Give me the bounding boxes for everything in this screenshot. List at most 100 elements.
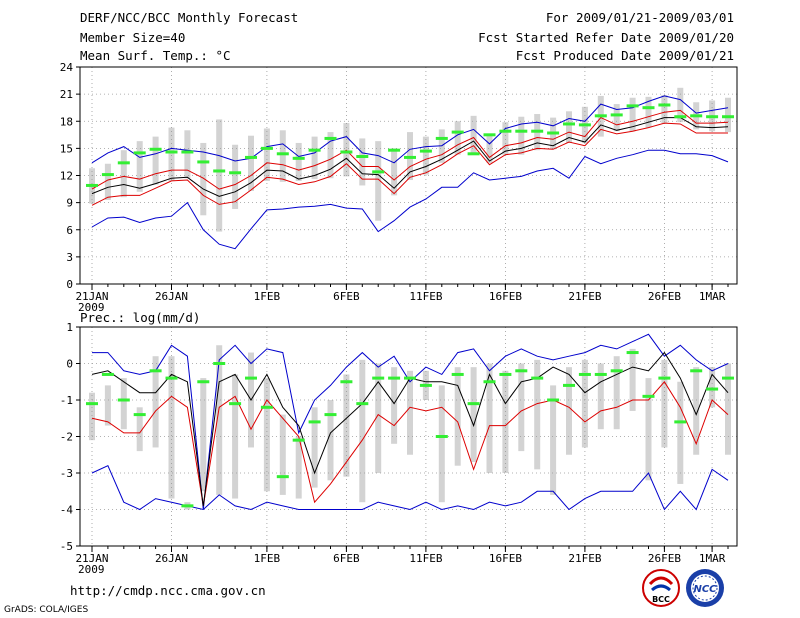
prec-median-mark [610,369,623,373]
prec-range-box [438,385,445,503]
prec-median-mark [722,376,734,380]
prec-range-box [407,370,413,455]
temp-ytick-label: 18 [60,115,73,128]
prec-range-box [454,367,461,466]
temp-median-mark [515,129,528,133]
temp-median-mark [388,148,401,152]
prec-median-mark [133,413,146,417]
temp-median-mark [260,146,273,150]
prec-range-box [311,407,318,488]
temp-ytick-label: 15 [60,142,73,155]
variable-label: Mean Surf. Temp.: °C [80,48,231,63]
prec-range-box [375,363,382,473]
temp-range-box [470,115,477,154]
temp-median-mark [229,171,242,175]
prec-range-box [89,392,95,441]
prec-range-box [279,414,286,495]
bcc-logo: BCC [642,569,680,607]
prec-median-mark [499,372,512,376]
temp-range-box [184,130,191,179]
prec-range-box [359,359,366,503]
prec-range-box [152,356,159,448]
prec-range-box [677,381,684,484]
prec-range-box [104,385,111,426]
prec-median-mark [594,372,607,376]
temp-range-box [152,136,159,185]
prec-median-mark [149,369,162,373]
temp-range-box [454,121,461,155]
prec-ytick-label: -3 [60,467,73,480]
prec-xtick-label: 1MAR [699,552,726,565]
temp-xtick-label: 26FEB [648,290,681,303]
temp-ytick-label: 3 [66,251,73,264]
temp-xtick-label: 16FEB [489,290,522,303]
prec-range-box [470,367,477,463]
prec-median-mark [706,387,719,391]
temp-median-mark [133,151,146,155]
prec-median-mark [117,398,130,402]
prec-median-mark [340,380,353,384]
temp-median-mark [372,170,385,174]
temp-median-mark [435,136,448,140]
temp-range-box [263,128,270,181]
temp-median-mark [578,123,591,127]
temp-range-box [136,141,143,192]
prec-xtick-label: 26FEB [648,552,681,565]
prec-median-mark [86,402,98,406]
prec-ytick-label: -1 [60,394,73,407]
prec-range-box [645,378,652,481]
prec-range-box [629,348,636,411]
prec-range-box [232,374,239,499]
temp-median-mark [499,129,512,133]
temp-range-box [629,97,636,132]
prec-median-mark [419,383,432,387]
prec-ytick-label: -2 [60,431,73,444]
prec-range-box [216,345,223,495]
prec-median-mark [515,369,528,373]
prec-range-box [200,378,207,492]
temp-series-lower [91,122,728,206]
prec-median-mark [674,420,687,424]
source-url[interactable]: http://cmdp.ncc.cma.gov.cn [70,583,266,598]
forecast-period: For 2009/01/21-2009/03/01 [545,10,734,25]
temp-median-mark [594,114,607,118]
temp-median-mark [451,130,464,134]
prec-median-mark [690,369,703,373]
prec-median-mark [260,405,273,409]
temp-range-box [391,148,398,196]
prec-xtick-sublabel: 2009 [78,563,105,576]
prec-median-mark [626,351,639,355]
temp-series-max [91,95,729,164]
temp-xtick-label: 26JAN [155,290,188,303]
prec-range-box [550,385,557,495]
prec-median-mark [213,362,226,365]
forecast-start-date: Fcst Started Refer Date 2009/01/20 [478,30,734,45]
prec-range-box [502,370,509,473]
prec-ytick-label: 0 [66,358,73,371]
temp-range-box [566,111,572,143]
temp-ytick-label: 21 [60,88,73,101]
prec-median-mark [642,394,655,398]
temp-range-box [104,163,111,200]
temp-range-box [725,97,731,133]
temp-xtick-sublabel: 2009 [78,301,105,314]
temp-median-mark [308,148,321,152]
prec-range-box [725,363,731,455]
temp-xtick-label: 1FEB [254,290,281,303]
temp-ytick-label: 6 [66,224,73,237]
temp-median-mark [419,149,432,153]
prec-median-mark [388,376,401,380]
temp-range-box [359,138,366,186]
prec-median-mark [547,398,560,402]
prec-median-mark [229,402,242,406]
svg-text:BCC: BCC [652,595,670,604]
temp-median-mark [642,106,655,110]
svg-text:NCC: NCC [693,584,717,595]
prec-median-mark [324,413,337,417]
temp-ytick-label: 9 [66,197,73,210]
prec-median-mark [372,376,385,380]
prec-series-max [92,333,729,510]
temp-median-mark [706,115,719,119]
